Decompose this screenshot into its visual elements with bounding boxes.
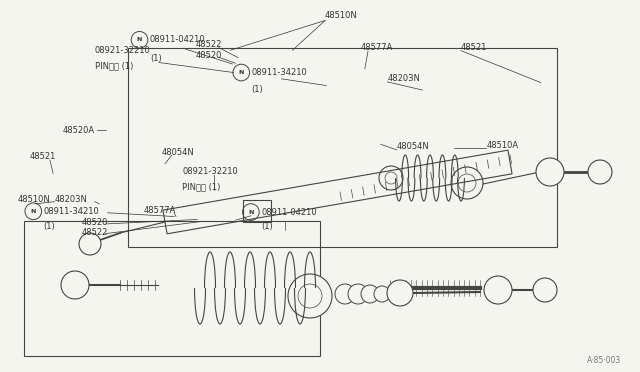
Text: 48510A: 48510A (486, 141, 518, 150)
Circle shape (348, 284, 368, 304)
Text: 48521: 48521 (29, 153, 56, 161)
Text: N: N (31, 209, 36, 214)
Text: (1): (1) (252, 85, 263, 94)
Text: 08911-34210: 08911-34210 (252, 68, 307, 77)
Text: 48203N: 48203N (387, 74, 420, 83)
Text: N: N (239, 70, 244, 75)
Text: 48520A: 48520A (63, 126, 95, 135)
Text: N: N (137, 37, 142, 42)
Circle shape (335, 284, 355, 304)
Text: 48054N: 48054N (161, 148, 194, 157)
Bar (243, 200, 271, 222)
Text: 48510N: 48510N (325, 11, 358, 20)
Text: 48577A: 48577A (144, 206, 177, 215)
Circle shape (387, 280, 413, 306)
Text: 08921-32210: 08921-32210 (182, 167, 238, 176)
Text: (1): (1) (150, 54, 161, 63)
Circle shape (588, 160, 612, 184)
Circle shape (61, 271, 89, 299)
Text: 48521: 48521 (461, 43, 487, 52)
Circle shape (533, 278, 557, 302)
Text: 08911-04210: 08911-04210 (261, 208, 317, 217)
Text: PINビン (1): PINビン (1) (95, 62, 133, 71)
Text: N: N (248, 209, 253, 215)
Text: A·85·003: A·85·003 (586, 356, 621, 365)
Text: 48510N: 48510N (18, 195, 51, 203)
Text: 48520: 48520 (195, 51, 221, 60)
Text: 08911-04210: 08911-04210 (150, 35, 205, 44)
Text: (1): (1) (44, 222, 55, 231)
Text: 48520: 48520 (82, 218, 108, 227)
Text: (1): (1) (261, 222, 273, 231)
Circle shape (374, 286, 390, 302)
Text: PINビン (1): PINビン (1) (182, 182, 221, 191)
Circle shape (288, 274, 332, 318)
Text: 08911-34210: 08911-34210 (44, 207, 99, 216)
Text: 48522: 48522 (195, 40, 221, 49)
Text: 48522: 48522 (82, 228, 108, 237)
Circle shape (484, 276, 512, 304)
Text: 48203N: 48203N (54, 195, 87, 203)
Text: 48577A: 48577A (360, 43, 393, 52)
Circle shape (79, 233, 101, 255)
Text: 48054N: 48054N (397, 142, 429, 151)
Circle shape (361, 285, 379, 303)
Circle shape (536, 158, 564, 186)
Text: 08921-32210: 08921-32210 (95, 46, 150, 55)
